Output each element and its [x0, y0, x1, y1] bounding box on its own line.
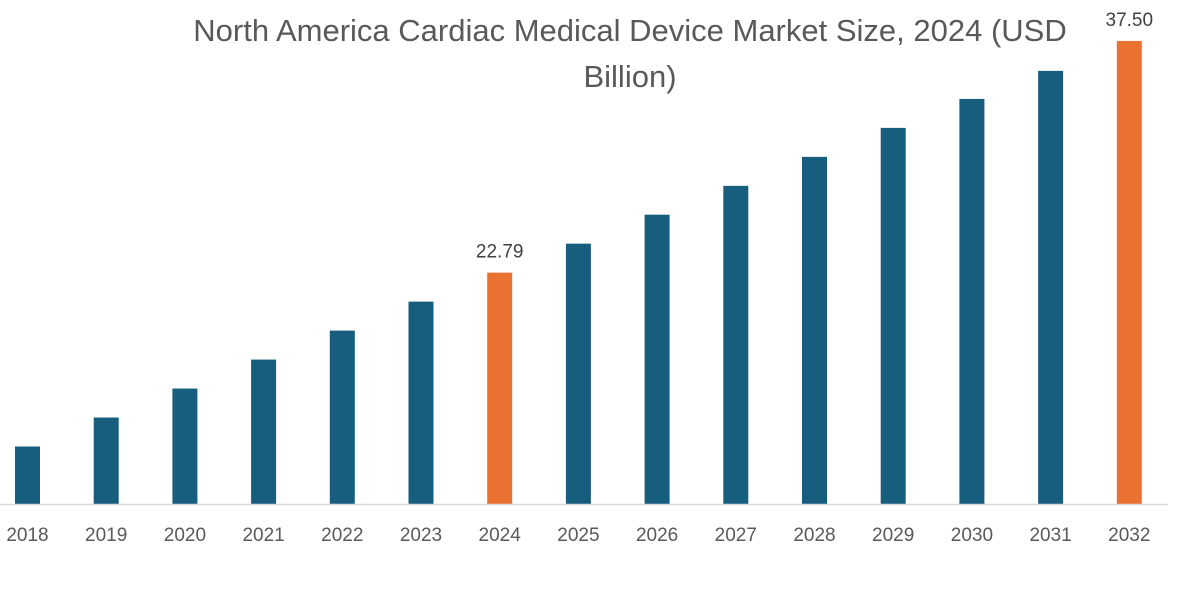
x-tick-label: 2025: [557, 525, 599, 546]
x-tick-label: 2020: [164, 525, 206, 546]
bar-2025: [565, 243, 591, 504]
bar-2032: [1116, 40, 1142, 504]
bar-2030: [959, 98, 985, 504]
x-tick-label: 2023: [400, 525, 442, 546]
x-tick-label: 2024: [479, 525, 522, 546]
bar-2024: [487, 272, 513, 504]
x-tick-label: 2027: [715, 525, 757, 546]
x-tick-label: 2028: [793, 525, 835, 546]
bar-2023: [408, 301, 434, 504]
x-tick-label: 2031: [1029, 525, 1071, 546]
bar-2029: [880, 127, 906, 504]
x-tick-label: 2029: [872, 525, 914, 546]
data-label-2024: 22.79: [476, 242, 524, 263]
bar-2028: [802, 156, 827, 504]
bar-2026: [644, 214, 670, 505]
x-tick-label: 2030: [951, 525, 993, 546]
bar-2019: [93, 417, 119, 504]
bar-2018: [15, 446, 40, 504]
chart-title: North America Cardiac Medical Device Mar…: [193, 13, 1067, 94]
x-tick-label: 2018: [6, 525, 48, 546]
x-tick-label: 2022: [321, 525, 363, 546]
bar-2031: [1038, 70, 1064, 504]
bar-2027: [723, 185, 749, 504]
x-tick-label: 2032: [1108, 525, 1150, 546]
bar-2022: [329, 330, 355, 504]
x-tick-label: 2026: [636, 525, 678, 546]
x-tick-label: 2021: [242, 525, 284, 546]
bar-2020: [172, 388, 198, 504]
bar-2021: [251, 359, 277, 504]
x-tick-label: 2019: [85, 525, 127, 546]
data-label-2032: 37.50: [1106, 10, 1154, 31]
